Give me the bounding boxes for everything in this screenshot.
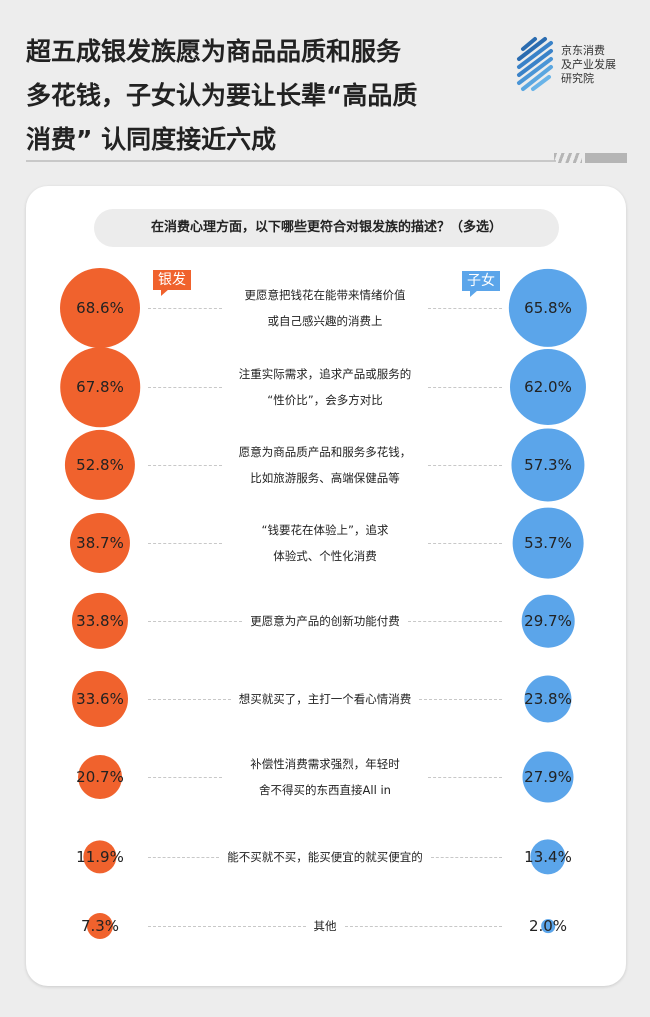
logo: 京东消费 及产业发展 研究院: [515, 35, 623, 95]
left-value-label: 11.9%: [76, 848, 124, 866]
left-bubble: [69, 512, 131, 574]
left-value-label: 7.3%: [80, 917, 120, 935]
right-bubble: [511, 428, 585, 502]
left-bubble: [83, 840, 117, 874]
left-bubble: [60, 347, 140, 427]
dotted-leader: [344, 925, 502, 927]
category-label: 能不买就不买，能买便宜的就买便宜的: [227, 850, 423, 864]
right-bubble: [541, 919, 555, 933]
dotted-leader: [428, 307, 502, 309]
left-bubble: [60, 268, 140, 348]
right-value-label: 27.9%: [524, 768, 572, 786]
right-value-label: 65.8%: [524, 299, 572, 317]
page-title: 超五成银发族愿为商品品质和服务 多花钱，子女认为要让长辈“高品质 消费” 认同度…: [26, 37, 418, 154]
left-value-label: 33.8%: [76, 612, 124, 630]
dotted-leader: [148, 620, 243, 622]
left-value-label: 68.6%: [76, 299, 124, 317]
divider-bar: [585, 153, 627, 163]
dotted-leader: [148, 698, 231, 700]
dotted-leader: [428, 776, 502, 778]
logo-stripes-icon: [517, 37, 553, 91]
right-bubble: [521, 594, 575, 648]
category-label: 想买就买了，主打一个看心情消费: [238, 692, 412, 706]
category: 能不买就不买，能买便宜的就买便宜的: [148, 844, 502, 870]
right-value-label: 23.8%: [524, 690, 572, 708]
left-value-label: 52.8%: [76, 456, 124, 474]
dotted-leader: [428, 542, 502, 544]
category: 想买就买了，主打一个看心情消费: [148, 686, 502, 712]
dotted-leader: [428, 464, 502, 466]
right-value-label: 57.3%: [524, 456, 572, 474]
right-value-label: 29.7%: [524, 612, 572, 630]
dotted-leader: [148, 386, 222, 388]
left-value-label: 67.8%: [76, 378, 124, 396]
dotted-leader: [430, 856, 502, 858]
right-bubble: [522, 751, 574, 803]
dotted-leader: [407, 620, 502, 622]
left-bubble: [78, 755, 122, 799]
right-bubble: [508, 268, 588, 348]
category: 更愿意为产品的创新功能付费: [148, 608, 502, 634]
right-bubble: [530, 839, 566, 875]
right-value-label: 13.4%: [524, 848, 572, 866]
divider: [26, 160, 556, 162]
category-label: 愿意为商品质产品和服务多花钱， 比如旅游服务、高端保健品等: [238, 445, 412, 485]
dotted-leader: [148, 464, 222, 466]
left-value-label: 38.7%: [76, 534, 124, 552]
left-bubble: [71, 592, 129, 650]
dotted-leader: [148, 856, 220, 858]
category-label: 更愿意为产品的创新功能付费: [250, 614, 400, 628]
left-value-label: 20.7%: [76, 768, 124, 786]
left-bubble: [64, 429, 136, 501]
dotted-leader: [148, 542, 222, 544]
left-value-label: 33.6%: [76, 690, 124, 708]
right-value-label: 2.0%: [528, 917, 568, 935]
category-label: 注重实际需求，追求产品或服务的 “性价比”，会多方对比: [238, 367, 412, 407]
dotted-leader: [148, 307, 222, 309]
dotted-leader: [428, 386, 502, 388]
right-value-label: 53.7%: [524, 534, 572, 552]
category-label: 更愿意把钱花在能带来情绪价值 或自己感兴趣的消费上: [244, 288, 406, 328]
dotted-leader: [419, 698, 502, 700]
right-value-label: 62.0%: [524, 378, 572, 396]
chart-title: 在消费心理方面，以下哪些更符合对银发族的描述？（多选）: [94, 209, 559, 247]
left-bubble: [72, 671, 128, 727]
dotted-leader: [148, 776, 222, 778]
right-bubble: [524, 675, 572, 723]
category-label: “钱要花在体验上”，追求 体验式、个性化消费: [261, 523, 389, 563]
legend-silver: 银发: [153, 270, 191, 296]
left-bubble: [86, 912, 114, 940]
logo-text: 京东消费 及产业发展 研究院: [561, 44, 616, 85]
category-label: 补偿性消费需求强烈，年轻时 舍不得买的东西直接All in: [250, 757, 400, 797]
category: 注重实际需求，追求产品或服务的 “性价比”，会多方对比: [148, 361, 502, 413]
category: 补偿性消费需求强烈，年轻时 舍不得买的东西直接All in: [148, 751, 502, 803]
category: “钱要花在体验上”，追求 体验式、个性化消费: [148, 517, 502, 569]
category-label: 其他: [313, 919, 337, 933]
dotted-leader: [148, 925, 306, 927]
right-bubble: [509, 348, 587, 426]
legend-children: 子女: [462, 271, 500, 297]
divider-stripes: [554, 153, 582, 163]
right-bubble: [512, 507, 584, 579]
category: 其他: [148, 913, 502, 939]
category: 愿意为商品质产品和服务多花钱， 比如旅游服务、高端保健品等: [148, 439, 502, 491]
category: 更愿意把钱花在能带来情绪价值 或自己感兴趣的消费上: [148, 282, 502, 334]
